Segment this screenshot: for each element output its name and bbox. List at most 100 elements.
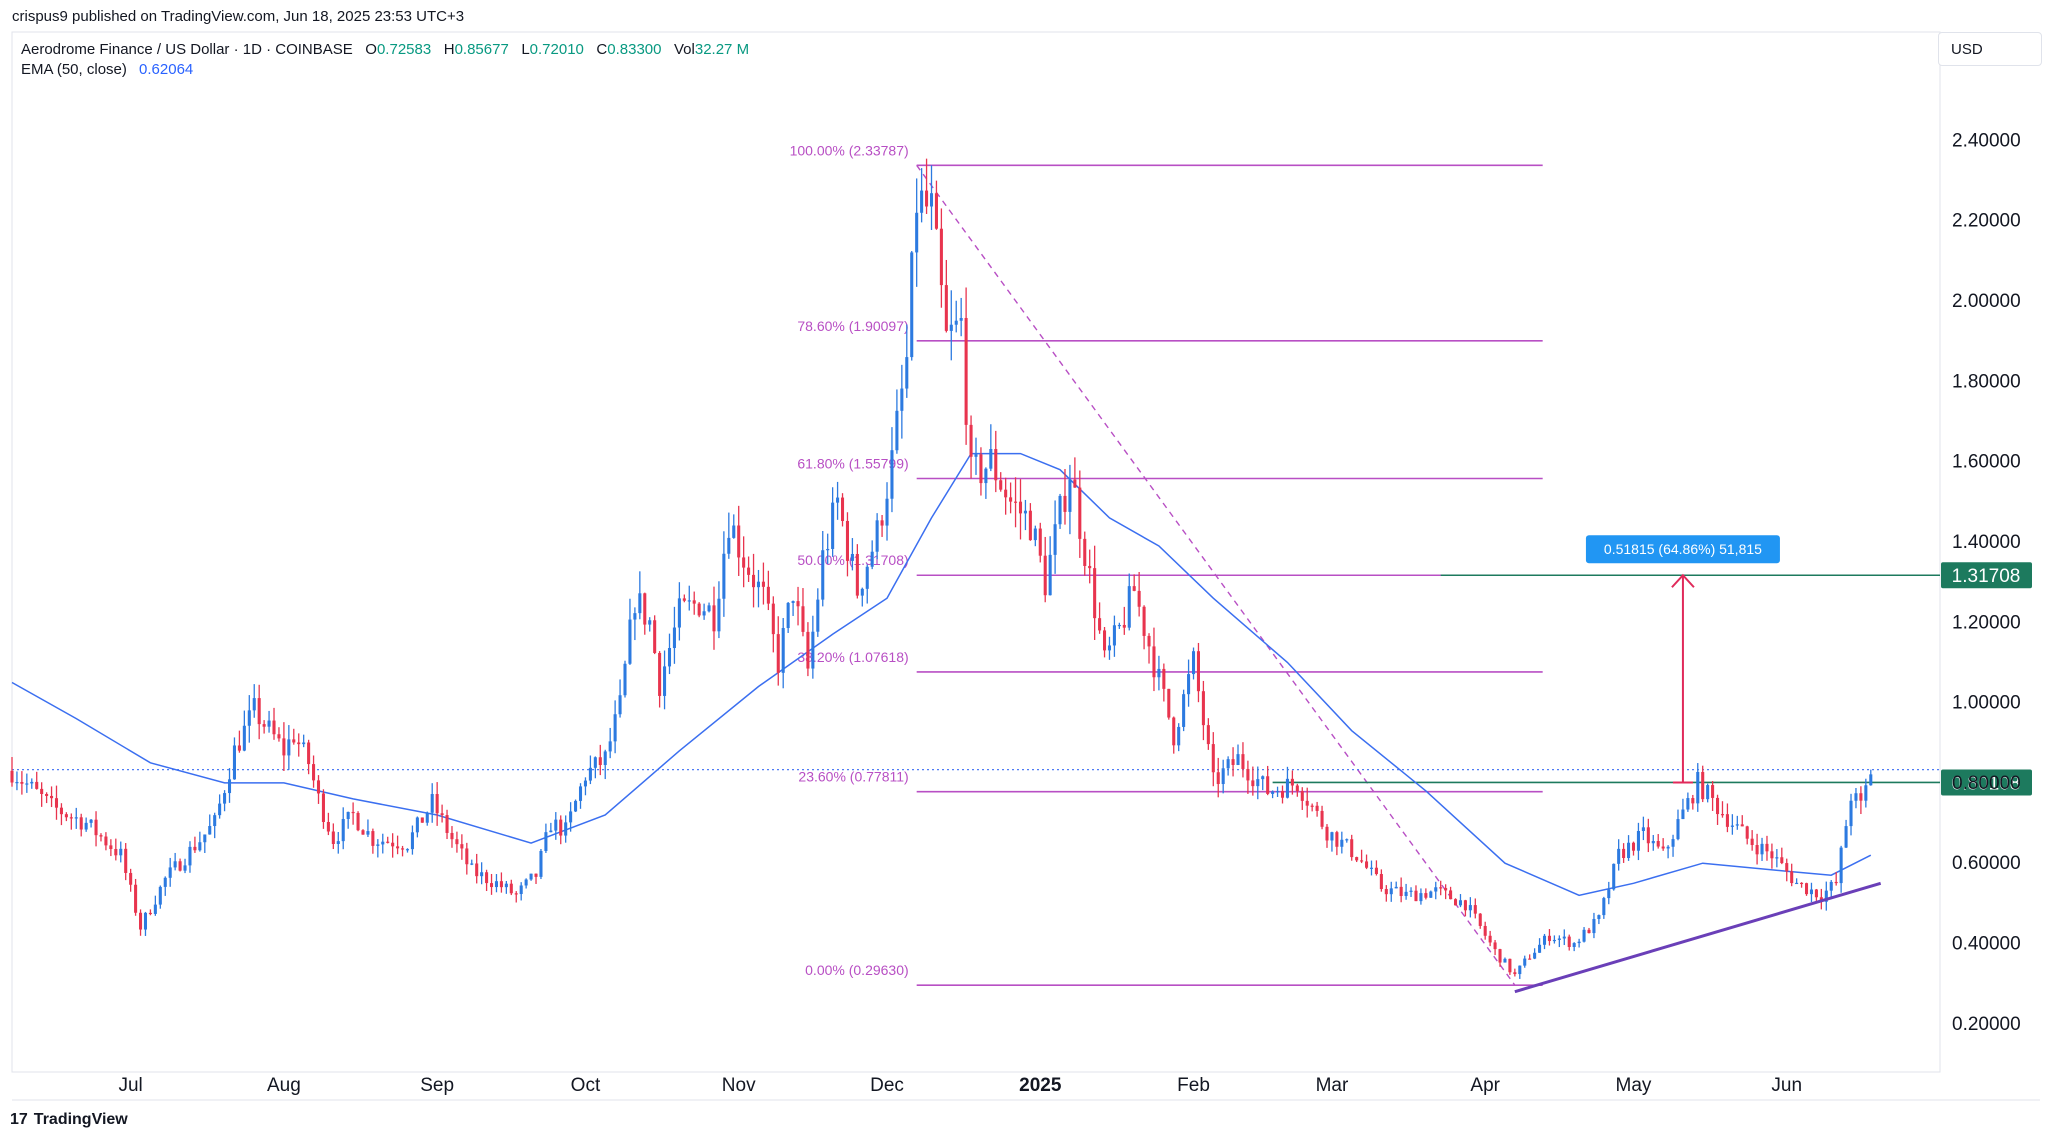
candle	[1379, 869, 1383, 892]
candle	[1755, 833, 1759, 865]
candle	[1093, 545, 1097, 640]
candle	[1686, 792, 1690, 812]
candle	[831, 487, 835, 557]
candle-body	[875, 520, 879, 552]
candle	[1740, 815, 1744, 827]
candle-body	[925, 190, 929, 207]
candle	[1028, 503, 1032, 541]
price-axis[interactable]: 2.40000 2.20000 2.00000 1.80000 1.60000 1.400…	[1952, 130, 2021, 1034]
candle-body	[158, 886, 162, 905]
candle	[1330, 831, 1334, 852]
candle-body	[1449, 890, 1453, 900]
candle	[30, 778, 34, 789]
candle-body	[262, 724, 266, 727]
candle	[1018, 479, 1023, 540]
candle-body	[1503, 958, 1507, 963]
fib-level-label: 100.00% (2.33787)	[790, 142, 909, 158]
candle	[1325, 824, 1329, 848]
symbol-title[interactable]: Aerodrome Finance / US Dollar · 1D · COI…	[21, 41, 353, 58]
candle-body	[539, 850, 543, 877]
candle	[277, 727, 281, 742]
candle-body	[549, 830, 553, 833]
candle-body	[593, 757, 597, 768]
candle	[485, 869, 489, 892]
candle	[1691, 794, 1695, 810]
tradingview-brand[interactable]: 17 TradingView	[10, 1111, 128, 1129]
fib-retracement[interactable]: 100.00% (2.33787) 78.60% (1.90097) 61.80% …	[790, 142, 1543, 986]
ema-label[interactable]: EMA (50, close)	[21, 61, 127, 78]
candle	[1241, 742, 1245, 778]
candle	[900, 364, 904, 439]
candle-body	[1384, 889, 1388, 895]
candle	[1513, 968, 1517, 977]
candle	[524, 878, 528, 889]
candle	[1656, 834, 1660, 849]
candle	[588, 755, 592, 785]
time-axis[interactable]: Jul Aug Sep Oct Nov Dec 2025 Feb Mar Apr May Jun	[118, 1075, 1802, 1096]
candle-body	[1646, 827, 1650, 844]
candle	[163, 876, 167, 896]
publisher-credit: crispus9 published on TradingView.com, J…	[12, 8, 465, 25]
candle-body	[1112, 625, 1116, 646]
candle	[747, 556, 751, 582]
candle-body	[485, 872, 489, 884]
candle-body	[514, 893, 518, 895]
fib-level-label: 78.60% (1.90097)	[797, 318, 908, 334]
candle	[771, 596, 775, 653]
candle-body	[1513, 972, 1517, 975]
candle-body	[1389, 888, 1393, 895]
candle-body	[99, 835, 103, 837]
candle-body	[1374, 867, 1378, 875]
horizontal-levels[interactable]: 1.31708 0.80108	[12, 562, 2032, 796]
candle	[1468, 897, 1472, 918]
currency-selector[interactable]: USD	[1938, 32, 2042, 66]
candle-body	[351, 811, 355, 814]
candle	[554, 812, 558, 840]
candle-body	[203, 834, 207, 843]
candle	[514, 891, 518, 903]
candle	[845, 512, 849, 577]
candle	[272, 707, 276, 740]
candle-body	[1463, 900, 1467, 911]
candle-body	[1236, 754, 1240, 765]
chart-annotations[interactable]: 0.51815 (64.86%) 51,815	[1514, 535, 1882, 994]
candle-body	[15, 782, 19, 784]
y-tick-label: 1.20000	[1952, 612, 2021, 633]
candle	[925, 158, 929, 214]
candle	[1651, 834, 1655, 851]
candle	[45, 792, 49, 804]
candle-body	[1869, 774, 1873, 786]
candle-body	[1043, 555, 1047, 596]
candle-body	[1706, 785, 1710, 800]
candle-body	[153, 904, 157, 914]
candle	[1177, 723, 1181, 752]
candle	[1730, 814, 1734, 835]
candle-body	[850, 553, 854, 561]
candle-body	[401, 848, 405, 850]
candle-body	[371, 831, 375, 846]
candle	[1038, 522, 1042, 563]
candle	[593, 756, 597, 779]
candle-body	[756, 581, 761, 588]
candle-body	[628, 619, 632, 664]
candle-body	[104, 836, 108, 846]
candle	[1142, 605, 1146, 650]
candle	[1770, 843, 1774, 869]
candle-body	[410, 832, 414, 850]
candle	[1463, 899, 1467, 917]
candle	[1162, 663, 1166, 702]
candle-body	[1276, 791, 1280, 793]
candle-body	[361, 830, 365, 835]
candle	[336, 831, 340, 854]
candle-body	[1745, 826, 1749, 839]
candle	[69, 813, 73, 830]
candle	[356, 811, 360, 832]
candle	[109, 839, 113, 857]
candle-body	[1280, 791, 1285, 798]
candle	[1404, 883, 1408, 900]
candle-body	[618, 695, 622, 715]
candle	[569, 802, 573, 832]
x-tick-label: Dec	[870, 1075, 904, 1096]
candle	[633, 607, 637, 641]
